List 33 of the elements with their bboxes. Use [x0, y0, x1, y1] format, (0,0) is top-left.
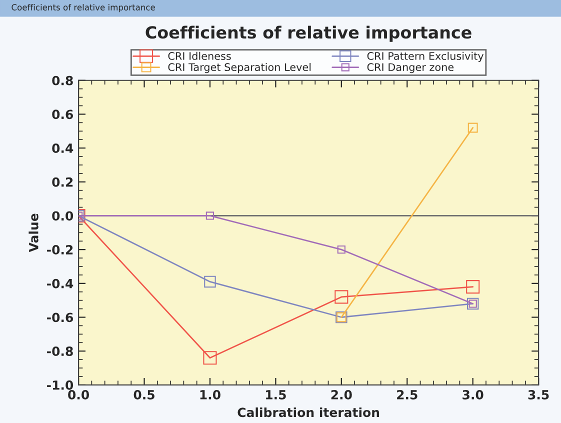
y-tick-label: -1.0 — [47, 380, 74, 390]
point — [334, 290, 348, 304]
y-tick-label: -0.6 — [47, 312, 74, 322]
legend-label: CRI Pattern Exclusivity — [367, 52, 484, 62]
x-tick-label: 2.5 — [397, 390, 418, 400]
x-tick-label: 1.5 — [266, 390, 286, 400]
x-axis-title: Calibration iteration — [238, 407, 380, 418]
point — [337, 246, 346, 254]
y-tick-label: 0.4 — [52, 144, 74, 153]
x-tick-label: 0.5 — [134, 390, 154, 400]
legend-label: CRI Idleness — [168, 52, 231, 60]
point — [204, 276, 216, 288]
y-tick-label: 0.6 — [52, 110, 74, 120]
y-tick-label: 0.0 — [52, 211, 74, 221]
y-tick-label: -0.8 — [47, 346, 73, 356]
text: Coefficients of relative importance — [12, 4, 155, 12]
point — [203, 351, 217, 365]
y-tick-label: -0.4 — [47, 278, 74, 288]
y-tick-label: 0.8 — [52, 76, 73, 86]
y-axis-title: Value — [28, 214, 38, 252]
y-tick-label: -0.2 — [47, 245, 73, 254]
point — [206, 212, 214, 220]
chart-title: Coefficients of relative importance — [146, 26, 472, 42]
point — [468, 122, 478, 133]
legend-label: CRI Target Separation Level — [168, 62, 311, 74]
x-tick-label: 3.0 — [462, 390, 484, 400]
x-tick-label: 3.5 — [528, 390, 549, 400]
x-tick-label: 2.0 — [331, 390, 352, 400]
y-tick-label: 0.2 — [52, 177, 73, 187]
x-tick-label: 0.0 — [68, 390, 90, 400]
point — [466, 280, 480, 294]
legend-label: CRI Danger zone — [367, 63, 454, 74]
x-tick-label: 1.0 — [200, 390, 220, 400]
